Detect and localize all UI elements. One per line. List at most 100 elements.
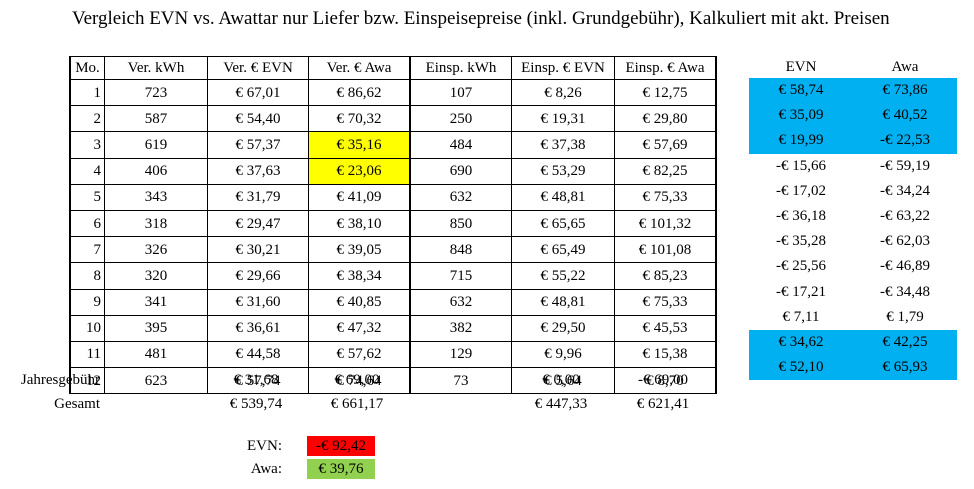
cell-ver-evn: € 29,66 [207,262,309,290]
comparison-row: € 7,11 € 1,79 [749,305,957,330]
table-row: 2 587 € 54,40 € 70,32 250 € 19,31 € 29,8… [69,105,717,133]
cell-einsp-kwh: 129 [409,340,512,369]
comparison-row: -€ 17,02 -€ 34,24 [749,179,957,204]
comparison-evn: € 35,09 [749,103,853,129]
comparison-row: € 35,09 € 40,52 [749,103,957,129]
comparison-evn: -€ 36,18 [776,208,826,225]
cell-ver-awa-highlighted: € 23,06 [308,157,411,185]
cell-ver-kwh: 587 [104,105,208,133]
cell-ver-evn: € 57,37 [207,131,309,159]
comparison-row: -€ 17,21 -€ 34,48 [749,280,957,305]
table-header-row: Mo. Ver. kWh Ver. € EVN Ver. € Awa Einsp… [69,56,717,80]
cell-ver-awa: € 47,32 [308,314,411,342]
cell-ver-evn: € 30,21 [207,236,309,264]
comparison-awa: -€ 34,24 [880,182,930,199]
cell-einsp-evn: € 55,22 [511,262,615,290]
header-month: Mo. [69,56,105,80]
cell-ver-evn: € 37,63 [207,157,309,185]
cell-ver-awa: € 40,85 [308,288,411,316]
cell-einsp-awa: € 15,38 [614,340,717,369]
cell-einsp-awa: € 85,23 [614,262,717,290]
comparison-row: € 19,99 -€ 22,53 [749,128,957,154]
comparison-evn: € 7,11 [782,308,820,325]
cell-month: 10 [69,314,105,342]
cell-ver-awa: € 39,05 [308,236,411,264]
cell-einsp-awa: € 8,70 [614,367,717,395]
table-row: 11 481 € 44,58 € 57,62 129 € 9,96 € 15,3… [69,340,717,369]
header-ver-awa: Ver. € Awa [308,56,411,80]
comparison-row: -€ 15,66 -€ 59,19 [749,154,957,179]
cell-month: 9 [69,288,105,316]
comparison-awa: -€ 34,48 [880,283,930,300]
header-ver-evn: Ver. € EVN [207,56,309,80]
comparison-awa: € 42,25 [853,329,957,356]
comparison-evn: -€ 17,02 [776,182,826,199]
cell-month: 11 [69,340,105,369]
cell-ver-kwh: 343 [104,183,208,211]
cell-ver-evn: € 29,47 [207,209,309,238]
cell-ver-awa: € 57,62 [308,340,411,369]
comparison-row: -€ 35,28 -€ 62,03 [749,229,957,254]
cell-ver-kwh: 623 [104,367,208,395]
comparison-awa: -€ 22,53 [853,128,957,154]
jahresgebuehr-einsp-evn: € 0,00 [542,372,580,388]
comparison-evn: € 52,10 [749,355,853,381]
cell-ver-kwh: 481 [104,340,208,369]
jahresgebuehr-ver-evn: € 31,68 [233,372,279,388]
comparison-header-awa: Awa [891,58,919,75]
comparison-row: -€ 25,56 -€ 46,89 [749,254,957,279]
jahresgebuehr-einsp-awa: -€ 69,00 [638,372,688,388]
comparison-evn: € 58,74 [749,78,853,104]
comparison-row: € 52,10 € 65,93 [749,355,957,381]
cell-ver-evn: € 36,61 [207,314,309,342]
jahresgebuehr-ver-awa: € 69,00 [334,372,380,388]
result-awa-label: Awa: [250,461,282,477]
cell-einsp-kwh: 632 [409,183,512,211]
comparison-awa: -€ 46,89 [880,258,930,275]
cell-einsp-kwh: 250 [409,105,512,133]
cell-einsp-evn: € 65,65 [511,209,615,238]
cell-einsp-kwh: 848 [409,236,512,264]
cell-ver-kwh: 326 [104,236,208,264]
cell-month: 7 [69,236,105,264]
cell-einsp-awa: € 75,33 [614,288,717,316]
cell-ver-kwh: 341 [104,288,208,316]
cell-einsp-kwh: 73 [409,367,512,395]
cell-ver-kwh: 320 [104,262,208,290]
cell-ver-awa: € 70,32 [308,105,411,133]
cell-einsp-evn: € 48,81 [511,183,615,211]
result-evn-label: EVN: [247,438,282,454]
comparison-header-row: EVN Awa [749,56,957,78]
cell-ver-evn: € 57,74 [207,367,309,395]
table-row: 5 343 € 31,79 € 41,09 632 € 48,81 € 75,3… [69,183,717,211]
table-row: 7 326 € 30,21 € 39,05 848 € 65,49 € 101,… [69,236,717,264]
jahresgebuehr-label: Jahresgebühr [20,372,100,388]
header-einsp-awa: Einsp. € Awa [614,56,717,80]
cell-month: 6 [69,209,105,238]
comparison-evn: -€ 35,28 [776,233,826,250]
page-title: Vergleich EVN vs. Awattar nur Liefer bzw… [72,8,890,29]
header-ver-kwh: Ver. kWh [104,56,208,80]
cell-einsp-awa: € 12,75 [614,78,717,107]
cell-einsp-kwh: 850 [409,209,512,238]
cell-ver-evn: € 44,58 [207,340,309,369]
comparison-row: € 34,62 € 42,25 [749,329,957,356]
comparison-awa: -€ 62,03 [880,233,930,250]
comparison-header-evn: EVN [785,58,817,75]
gesamt-label: Gesamt [54,396,100,412]
header-einsp-evn: Einsp. € EVN [511,56,615,80]
cell-einsp-evn: € 5,64 [511,367,615,395]
table-row: 4 406 € 37,63 € 23,06 690 € 53,29 € 82,2… [69,157,717,185]
cell-einsp-evn: € 9,96 [511,340,615,369]
cell-einsp-awa: € 101,32 [614,209,717,238]
cell-einsp-awa: € 29,80 [614,105,717,133]
cell-month: 1 [69,78,105,107]
cell-ver-kwh: 723 [104,78,208,107]
cell-einsp-kwh: 715 [409,262,512,290]
comparison-evn: -€ 17,21 [776,283,826,300]
consumption-feed-table: Mo. Ver. kWh Ver. € EVN Ver. € Awa Einsp… [69,56,717,395]
comparison-evn: € 34,62 [749,329,853,356]
cell-einsp-kwh: 484 [409,131,512,159]
cell-einsp-evn: € 48,81 [511,288,615,316]
cell-einsp-awa: € 45,53 [614,314,717,342]
